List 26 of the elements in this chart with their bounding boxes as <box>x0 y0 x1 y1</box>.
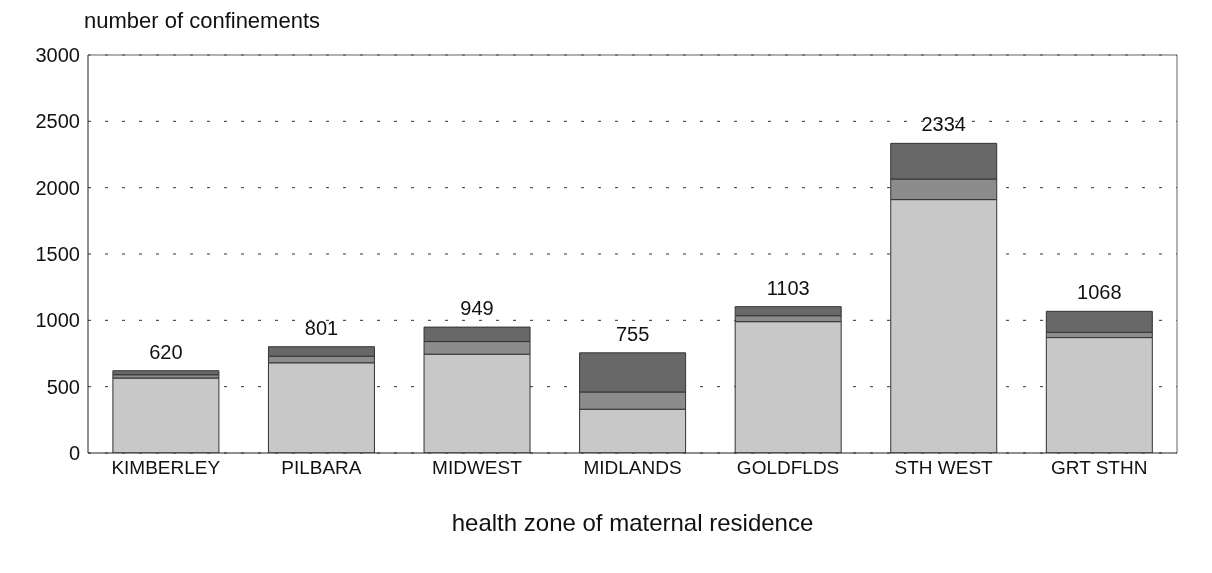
x-tick-label: PILBARA <box>281 457 362 479</box>
x-tick-label: KIMBERLEY <box>111 457 221 479</box>
y-tick-label: 2000 <box>35 176 80 199</box>
total-label: 2334 <box>921 113 966 136</box>
bar <box>112 377 220 453</box>
x-axis-title: health zone of maternal residence <box>451 509 814 536</box>
x-tick-label: MIDLANDS <box>583 457 682 479</box>
total-label: 801 <box>304 316 339 339</box>
x-tick-label: GRT STHN <box>1051 457 1148 479</box>
total-label: 755 <box>615 322 650 345</box>
bar <box>112 370 220 376</box>
y-tick-label: 1000 <box>35 309 80 332</box>
x-tick-label: GOLDFLDS <box>736 457 840 479</box>
total-label: 1068 <box>1077 281 1122 304</box>
y-tick-label: 1500 <box>35 243 80 266</box>
y-tick-label: 0 <box>68 442 80 465</box>
total-label: 1103 <box>766 276 810 299</box>
x-tick-label: STH WEST <box>894 457 994 479</box>
x-tick-label: MIDWEST <box>432 457 523 479</box>
y-tick-label: 2500 <box>35 110 80 133</box>
total-label: 949 <box>460 297 494 320</box>
y-axis-title: number of confinements <box>84 8 321 34</box>
y-tick-label: 3000 <box>35 44 80 67</box>
y-tick-label: 500 <box>46 375 80 398</box>
bar <box>1045 337 1153 453</box>
total-label: 620 <box>149 340 183 363</box>
